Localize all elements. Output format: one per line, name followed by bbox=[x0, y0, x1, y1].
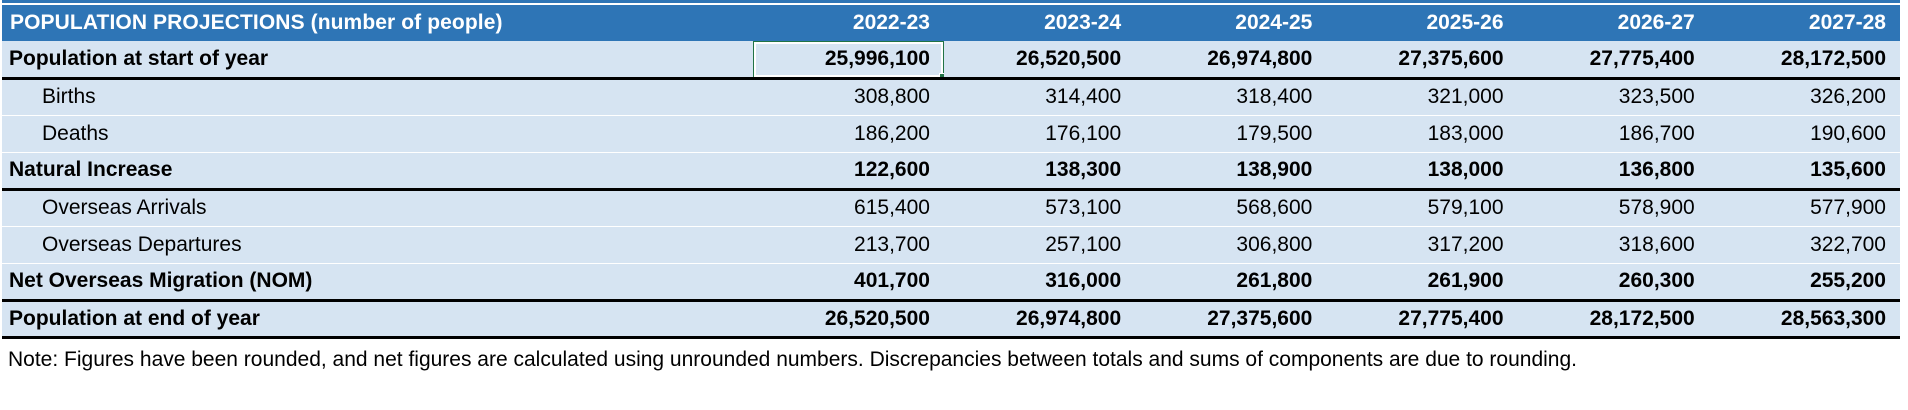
table-row: Population at start of year 25,996,100 26,… bbox=[2, 41, 1900, 78]
data-cell[interactable]: 401,700 bbox=[854, 269, 930, 292]
data-cell[interactable]: 176,100 bbox=[1045, 121, 1122, 145]
data-cell[interactable]: 321,000 bbox=[1427, 85, 1504, 108]
data-cell[interactable]: 308,800 bbox=[854, 85, 930, 108]
data-cell[interactable]: 138,000 bbox=[1427, 158, 1504, 181]
data-cell[interactable]: 615,400 bbox=[854, 196, 930, 219]
data-cell[interactable]: 318,400 bbox=[1236, 85, 1313, 108]
data-cell[interactable]: 186,700 bbox=[1618, 121, 1695, 145]
data-cell[interactable]: 260,300 bbox=[1618, 269, 1695, 292]
data-cell[interactable]: 179,500 bbox=[1236, 121, 1313, 145]
spreadsheet: POPULATION PROJECTIONS (number of people… bbox=[2, 0, 1900, 372]
column-header[interactable]: 2023-24 bbox=[1044, 11, 1122, 34]
row-label[interactable]: Overseas Arrivals bbox=[42, 196, 207, 219]
row-label[interactable]: Overseas Departures bbox=[42, 232, 242, 256]
data-cell[interactable]: 122,600 bbox=[854, 158, 930, 181]
data-cell[interactable]: 318,600 bbox=[1618, 232, 1695, 256]
data-cell[interactable]: 577,900 bbox=[1810, 196, 1886, 219]
table-row: Natural Increase 122,600 138,300 138,900 138… bbox=[2, 152, 1900, 189]
data-cell[interactable]: 26,520,500 bbox=[824, 306, 930, 330]
data-cell[interactable]: 314,400 bbox=[1045, 85, 1122, 108]
data-cell[interactable]: 257,100 bbox=[1045, 232, 1122, 256]
data-cell[interactable]: 138,900 bbox=[1236, 158, 1313, 181]
data-cell[interactable]: 573,100 bbox=[1045, 196, 1122, 219]
data-cell[interactable]: 190,600 bbox=[1810, 121, 1886, 145]
data-cell[interactable]: 27,375,600 bbox=[1398, 46, 1504, 70]
data-cell[interactable]: 28,563,300 bbox=[1780, 306, 1886, 330]
table-row: Net Overseas Migration (NOM) 401,700 316,0… bbox=[2, 263, 1900, 300]
data-cell[interactable]: 27,775,400 bbox=[1398, 306, 1504, 330]
table-body: Population at start of year 25,996,100 26,… bbox=[2, 41, 1900, 337]
row-label[interactable]: Deaths bbox=[42, 121, 109, 145]
data-cell[interactable]: 255,200 bbox=[1810, 269, 1886, 292]
column-header[interactable]: 2025-26 bbox=[1426, 11, 1504, 34]
footnote: Note: Figures have been rounded, and net… bbox=[2, 338, 1900, 372]
data-cell[interactable]: 28,172,500 bbox=[1589, 306, 1695, 330]
data-cell[interactable]: 213,700 bbox=[854, 232, 930, 256]
table-row: Population at end of year 26,520,500 26,97… bbox=[2, 300, 1900, 337]
row-label[interactable]: Natural Increase bbox=[9, 158, 173, 181]
data-cell[interactable]: 26,520,500 bbox=[1016, 46, 1122, 70]
data-cell[interactable]: 136,800 bbox=[1618, 158, 1695, 181]
table-row: Overseas Departures 213,700 257,100 306,800… bbox=[2, 226, 1900, 263]
row-label[interactable]: Births bbox=[42, 85, 96, 108]
data-cell[interactable]: 579,100 bbox=[1427, 196, 1504, 219]
data-cell[interactable]: 322,700 bbox=[1810, 232, 1886, 256]
data-cell[interactable]: 316,000 bbox=[1045, 269, 1122, 292]
top-gap bbox=[2, 3, 1900, 5]
data-cell[interactable]: 578,900 bbox=[1618, 196, 1695, 219]
column-header[interactable]: 2022-23 bbox=[852, 11, 930, 34]
selection-border[interactable] bbox=[752, 41, 944, 78]
row-label[interactable]: Net Overseas Migration (NOM) bbox=[9, 269, 313, 292]
population-projections-table: POPULATION PROJECTIONS (number of people… bbox=[2, 5, 1900, 339]
top-border-strip bbox=[2, 0, 1900, 3]
data-cell[interactable]: 261,800 bbox=[1236, 269, 1313, 292]
table-row: Overseas Arrivals 615,400 573,100 568,600 57… bbox=[2, 189, 1900, 226]
column-header[interactable]: 2024-25 bbox=[1235, 11, 1313, 34]
data-cell[interactable]: 26,974,800 bbox=[1016, 306, 1122, 330]
data-cell[interactable]: 568,600 bbox=[1236, 196, 1313, 219]
data-cell[interactable]: 27,775,400 bbox=[1589, 46, 1695, 70]
column-header[interactable]: 2027-28 bbox=[1808, 11, 1886, 34]
data-cell[interactable]: 326,200 bbox=[1810, 85, 1886, 108]
row-label[interactable]: Population at end of year bbox=[9, 306, 260, 330]
data-cell[interactable]: 306,800 bbox=[1236, 232, 1313, 256]
table-row: Births 308,800 314,400 318,400 321,000 323,50… bbox=[2, 78, 1900, 115]
data-cell[interactable]: 183,000 bbox=[1427, 121, 1504, 145]
data-cell[interactable]: 261,900 bbox=[1427, 269, 1504, 292]
column-header[interactable]: 2026-27 bbox=[1617, 11, 1695, 34]
data-cell[interactable]: 28,172,500 bbox=[1780, 46, 1886, 70]
table-title[interactable]: POPULATION PROJECTIONS (number of people… bbox=[10, 11, 503, 34]
selected-cell[interactable]: 25,996,100 bbox=[752, 41, 944, 78]
data-cell[interactable]: 135,600 bbox=[1810, 158, 1886, 181]
data-cell[interactable]: 323,500 bbox=[1618, 85, 1695, 108]
header-row: POPULATION PROJECTIONS (number of people… bbox=[2, 5, 1900, 41]
data-cell[interactable]: 27,375,600 bbox=[1207, 306, 1313, 330]
row-label[interactable]: Population at start of year bbox=[9, 46, 269, 70]
data-cell[interactable]: 26,974,800 bbox=[1207, 46, 1313, 70]
table-row: Deaths 186,200 176,100 179,500 183,000 186,70… bbox=[2, 115, 1900, 152]
data-cell[interactable]: 186,200 bbox=[854, 121, 930, 145]
data-cell[interactable]: 138,300 bbox=[1045, 158, 1122, 181]
data-cell[interactable]: 317,200 bbox=[1427, 232, 1504, 256]
